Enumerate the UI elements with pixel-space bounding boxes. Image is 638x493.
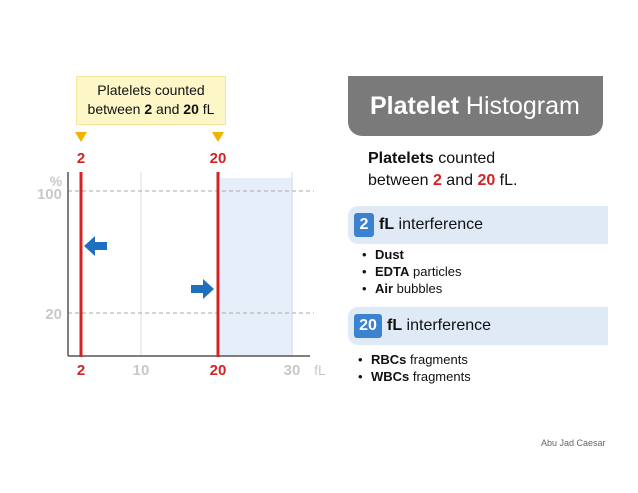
interference-2-band	[348, 206, 608, 244]
marker-triangle-2	[75, 132, 87, 142]
x-tick-2: 2	[77, 362, 85, 379]
arrow-right-icon	[191, 279, 214, 299]
list-item: Dust	[362, 246, 461, 263]
interference-20-heading: fL interference	[387, 317, 492, 334]
platelet-histogram-diagram: 2 20 % 100 20 2 10 20 30 fL	[37, 132, 326, 379]
list-item: WBCs fragments	[358, 368, 471, 385]
interference-20-band	[348, 307, 608, 345]
marker-label-20: 20	[210, 150, 227, 167]
interference-2-badge: 2	[354, 213, 374, 237]
marker-label-2: 2	[77, 150, 85, 167]
y-tick-100: 100	[37, 186, 62, 203]
marker-triangle-20	[212, 132, 224, 142]
list-item: EDTA particles	[362, 263, 461, 280]
callout-line2: between 2 and 20 fL	[87, 101, 215, 117]
x-unit-label: fL	[314, 362, 326, 378]
author-credit: Abu Jad Caesar	[541, 438, 606, 448]
y-tick-20: 20	[45, 306, 62, 323]
interference-2-heading: fL interference	[379, 216, 484, 233]
above-20-region	[220, 178, 293, 356]
callout-line1: Platelets counted	[97, 82, 205, 98]
arrow-left-icon	[84, 236, 107, 256]
x-tick-30: 30	[284, 362, 301, 379]
summary-line2: between 2 and 20 fL.	[368, 172, 518, 189]
summary-line1: Platelets counted	[368, 150, 496, 167]
interference-2-list: Dust EDTA particles Air bubbles	[362, 246, 461, 297]
list-item: RBCs fragments	[358, 351, 471, 368]
list-item: Air bubbles	[362, 280, 461, 297]
x-tick-20: 20	[210, 362, 227, 379]
slide-title: Platelet Histogram	[348, 76, 603, 136]
summary-text: Platelets counted between 2 and 20 fL.	[368, 148, 517, 192]
interference-20-badge: 20	[354, 314, 382, 338]
range-callout: Platelets counted between 2 and 20 fL	[76, 76, 226, 125]
interference-20-list: RBCs fragments WBCs fragments	[358, 351, 471, 385]
x-tick-10: 10	[133, 362, 150, 379]
y-unit-label: %	[50, 173, 63, 189]
